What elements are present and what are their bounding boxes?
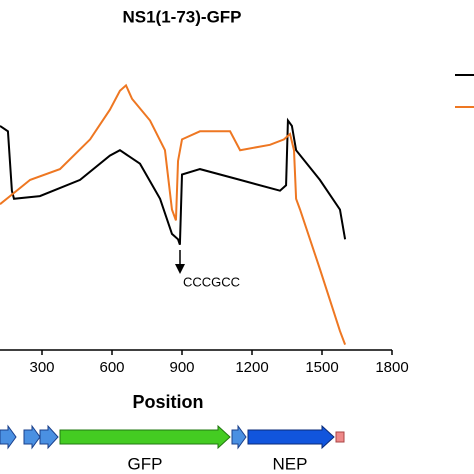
x-tick-label: 900	[169, 359, 194, 376]
gene-map	[0, 424, 345, 450]
x-tick-label: 300	[29, 359, 54, 376]
x-tick-label: 600	[99, 359, 124, 376]
x-tick-label: 1200	[235, 359, 268, 376]
gene-arrow	[247, 424, 335, 450]
gene-arrow	[0, 424, 17, 450]
data-line	[0, 83, 347, 345]
x-tick-label: 1500	[305, 359, 338, 376]
gene-label: NEP	[273, 454, 308, 473]
x-axis-label: Position	[133, 392, 204, 412]
x-tick-label: 1800	[375, 359, 408, 376]
gene-arrow	[231, 424, 247, 450]
annotation: CCCGCC	[183, 274, 240, 289]
gene-arrow	[59, 424, 231, 450]
gene-box	[335, 431, 345, 443]
gene-arrow	[39, 424, 59, 450]
gene-label: GFP	[128, 454, 163, 473]
data-line	[0, 117, 347, 246]
gene-arrow	[23, 424, 41, 450]
chart-title: NS1(1-73)-GFP	[122, 7, 241, 26]
annotation-arrowhead	[175, 264, 185, 274]
